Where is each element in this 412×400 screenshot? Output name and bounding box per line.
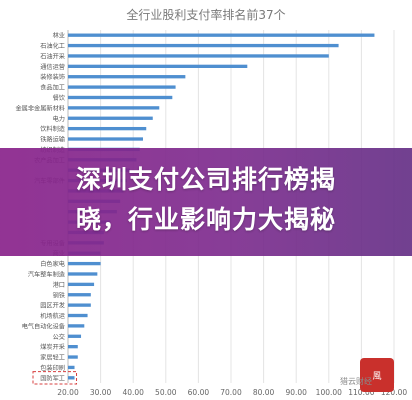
- bar: [68, 116, 153, 120]
- category-label: 煤炭开采: [40, 343, 65, 351]
- x-tick-label: 30.00: [90, 388, 112, 397]
- x-tick-label: 60.00: [188, 388, 210, 397]
- bar: [68, 324, 85, 328]
- bar: [68, 137, 143, 141]
- highlight-box: [32, 371, 78, 385]
- category-label: 电气自动化设备: [22, 322, 66, 330]
- category-label: 钢铁: [53, 291, 65, 299]
- category-label: 石油开采: [40, 52, 65, 60]
- category-label: 白色家电: [40, 260, 65, 268]
- category-label: 国防军工: [40, 374, 65, 382]
- bar: [68, 95, 173, 100]
- headline-banner: [0, 148, 412, 256]
- headline-line-1: 深圳支付公司排行榜揭: [75, 165, 336, 194]
- bar: [68, 355, 78, 359]
- x-tick-label: 20.00: [57, 388, 79, 397]
- x-tick-label: 90.00: [285, 388, 307, 397]
- category-label: 园区开发: [40, 302, 65, 310]
- chart-title: 全行业股利支付率排名前37个: [126, 8, 286, 22]
- watermark-stamp: 風: [360, 358, 394, 392]
- x-tick-label: 70.00: [220, 388, 242, 397]
- category-label: 通信运营: [40, 63, 65, 71]
- bar: [68, 313, 88, 318]
- bar: [68, 43, 339, 48]
- x-tick-label: 80.00: [253, 388, 275, 397]
- bar: [68, 64, 248, 68]
- bar: [68, 282, 95, 287]
- headline-line-2: 晓，行业影响力大揭秘: [75, 205, 336, 234]
- x-tick-label: 50.00: [155, 388, 177, 397]
- bar: [68, 54, 329, 58]
- category-label: 电力: [53, 115, 65, 123]
- category-label: 石油化工: [40, 42, 65, 50]
- bar: [68, 376, 75, 380]
- bar: [68, 272, 98, 276]
- category-label: 金属非金属新材料: [16, 104, 66, 112]
- bar: [68, 345, 78, 349]
- category-label: 港口: [53, 281, 65, 289]
- bar: [68, 261, 101, 266]
- bar: [68, 303, 91, 307]
- bar: [68, 75, 186, 79]
- category-label: 装修装饰: [40, 73, 65, 81]
- x-tick-label: 110.00: [348, 388, 374, 397]
- category-label: 林业: [53, 32, 65, 40]
- category-label: 汽车整车制造: [28, 270, 65, 278]
- category-label: 公交: [53, 333, 65, 341]
- bar: [68, 85, 176, 89]
- bar: [68, 106, 160, 110]
- bar: [68, 293, 91, 297]
- bar: [68, 33, 375, 37]
- bar: [68, 334, 82, 338]
- bar: [68, 126, 147, 131]
- category-label: 机场航运: [40, 312, 65, 320]
- category-label: 餐饮: [53, 94, 66, 102]
- category-label: 家居轻工: [40, 354, 65, 362]
- category-label: 包装印刷: [40, 364, 65, 372]
- x-tick-label: 40.00: [122, 388, 144, 397]
- category-label: 食品加工: [40, 84, 65, 92]
- x-tick-label: 120.00: [381, 388, 407, 397]
- category-label: 饮料制造: [40, 125, 65, 133]
- category-label: 铁路运输: [40, 136, 66, 144]
- x-tick-label: 100.00: [316, 388, 342, 397]
- bar: [68, 365, 75, 370]
- watermark-caption: 猎云财经: [340, 377, 372, 386]
